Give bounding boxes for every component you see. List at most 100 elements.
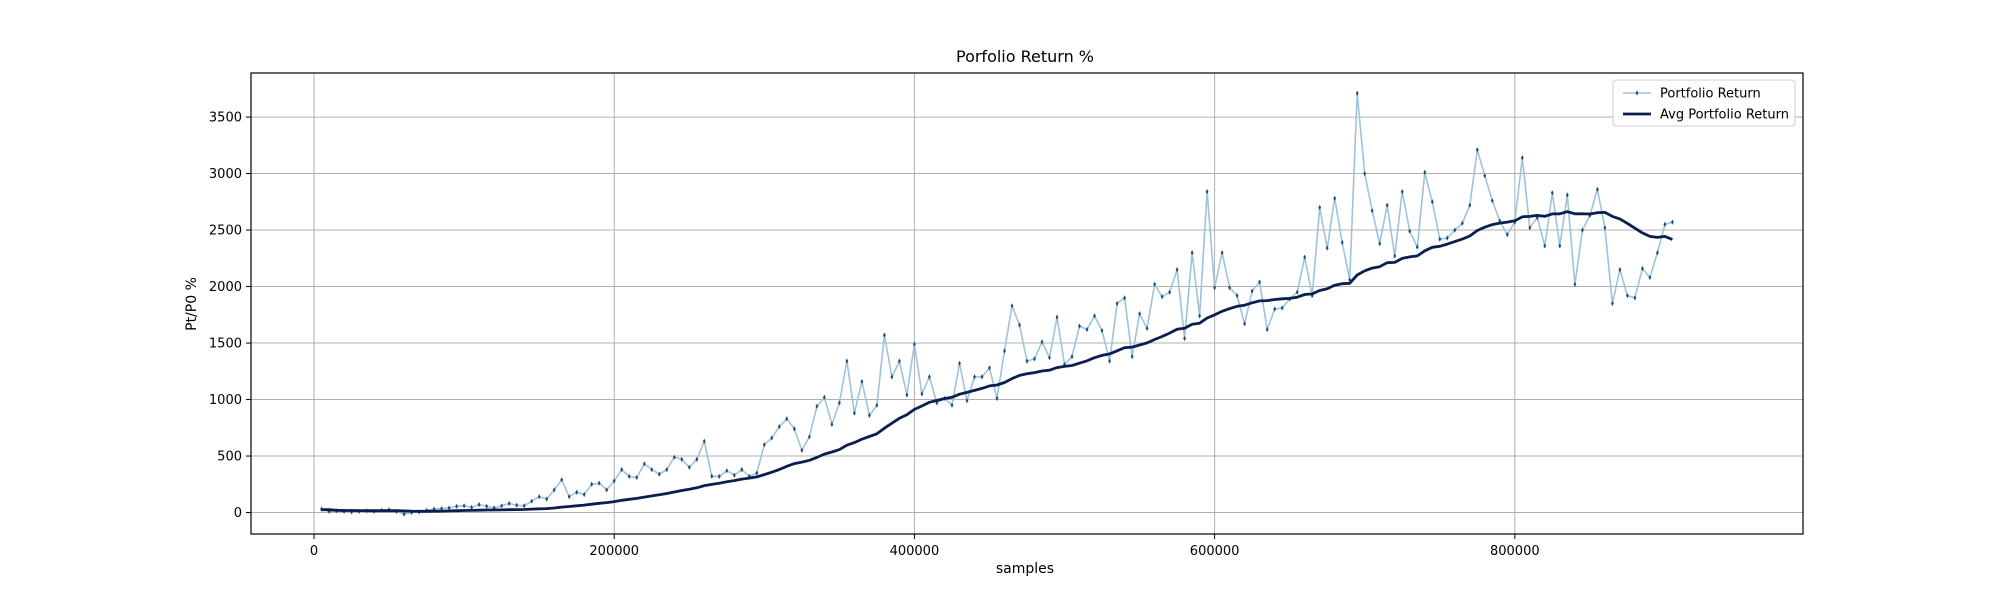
data-point xyxy=(1648,274,1652,281)
data-point xyxy=(1505,232,1509,238)
data-point xyxy=(567,494,571,500)
data-point xyxy=(1108,358,1111,364)
data-point xyxy=(1355,90,1359,96)
data-point xyxy=(1145,325,1149,331)
data-point xyxy=(1475,147,1479,153)
data-point xyxy=(1453,227,1457,233)
data-point xyxy=(597,480,601,486)
data-point xyxy=(755,470,759,476)
data-point xyxy=(1130,354,1134,360)
data-point xyxy=(1003,348,1006,354)
data-point xyxy=(965,398,969,404)
data-point xyxy=(808,434,811,440)
data-point xyxy=(890,374,894,380)
plot-area-frame xyxy=(250,72,1804,535)
data-point xyxy=(1370,208,1374,214)
data-point xyxy=(1303,254,1307,260)
data-point xyxy=(785,416,789,422)
data-point xyxy=(530,498,534,504)
data-point xyxy=(447,505,451,511)
data-point xyxy=(470,504,473,510)
data-point xyxy=(635,474,639,481)
data-point xyxy=(627,473,631,479)
data-point xyxy=(1333,195,1337,201)
data-point xyxy=(740,467,744,473)
data-point xyxy=(545,496,549,502)
y-tick-label: 0 xyxy=(234,506,242,521)
data-point xyxy=(1626,293,1629,299)
data-point xyxy=(620,467,624,473)
data-point xyxy=(1310,293,1314,299)
data-point xyxy=(1295,289,1299,295)
data-point xyxy=(575,489,579,495)
data-point xyxy=(1468,202,1472,208)
data-point xyxy=(1100,328,1104,334)
data-point xyxy=(875,402,879,408)
y-tick-label: 2000 xyxy=(209,280,242,295)
data-point xyxy=(988,365,991,371)
data-point xyxy=(1633,295,1637,301)
data-point xyxy=(1220,250,1224,256)
data-point xyxy=(958,360,961,366)
data-point xyxy=(838,400,841,406)
data-point xyxy=(1093,313,1096,319)
legend-entry-label: Avg Portfolio Return xyxy=(1660,108,1789,123)
legend: Portfolio Return Avg Portfolio Return xyxy=(1612,79,1796,127)
data-point xyxy=(815,403,819,409)
data-point xyxy=(515,502,519,508)
data-point xyxy=(860,378,864,385)
data-point xyxy=(455,503,458,509)
data-point xyxy=(717,473,721,479)
data-point xyxy=(650,467,654,473)
data-point xyxy=(1198,313,1201,319)
data-point xyxy=(1048,355,1051,361)
data-point xyxy=(1363,171,1367,177)
data-point xyxy=(1235,293,1239,299)
data-point xyxy=(1430,199,1434,205)
data-point xyxy=(1415,244,1419,250)
data-point xyxy=(1228,285,1231,291)
data-point xyxy=(1018,322,1021,328)
data-point xyxy=(657,471,661,477)
data-point xyxy=(485,503,489,509)
y-axis-label: Pt/P0 % xyxy=(184,277,200,331)
data-point xyxy=(1550,190,1554,196)
data-point xyxy=(883,332,886,338)
data-point xyxy=(1258,279,1261,285)
data-point xyxy=(995,395,999,401)
data-point xyxy=(1325,245,1329,251)
portfolio-return-markers xyxy=(320,90,1674,517)
data-point xyxy=(695,456,699,462)
data-point xyxy=(823,394,826,400)
data-point xyxy=(1175,267,1179,273)
data-point xyxy=(537,494,541,500)
data-point xyxy=(1033,356,1036,362)
x-tick-label: 200000 xyxy=(589,544,639,559)
data-point xyxy=(612,478,616,484)
data-point xyxy=(1168,289,1171,295)
data-point xyxy=(793,426,796,432)
data-point xyxy=(1055,314,1059,320)
data-point xyxy=(1243,321,1246,327)
data-point xyxy=(1040,339,1044,345)
legend-swatch-marker xyxy=(1635,90,1639,96)
data-point xyxy=(402,511,406,517)
data-point xyxy=(1273,306,1277,312)
data-point xyxy=(1340,239,1344,246)
x-tick-label: 600000 xyxy=(1190,544,1240,559)
data-point xyxy=(702,438,706,444)
data-point xyxy=(1611,300,1614,307)
data-point xyxy=(522,503,526,509)
data-point xyxy=(1393,253,1397,259)
data-point xyxy=(973,374,976,380)
data-point xyxy=(1408,228,1412,234)
y-tick-label: 1500 xyxy=(209,337,242,352)
data-point xyxy=(898,358,901,364)
data-point xyxy=(582,491,586,498)
x-tick-label: 0 xyxy=(310,544,318,559)
data-point xyxy=(1138,311,1141,317)
data-point xyxy=(928,374,931,380)
data-point xyxy=(1490,198,1494,204)
data-point xyxy=(1190,250,1194,256)
data-point xyxy=(732,472,736,478)
